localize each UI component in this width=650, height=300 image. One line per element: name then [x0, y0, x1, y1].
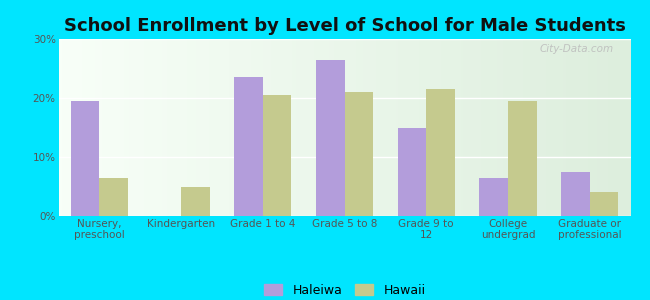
Bar [99, 178, 128, 216]
Text: City-Data.com: City-Data.com [540, 44, 614, 54]
Bar [426, 89, 455, 216]
Bar [561, 172, 590, 216]
Bar [234, 77, 263, 216]
Legend: Haleiwa, Hawaii: Haleiwa, Hawaii [259, 279, 430, 300]
Bar [316, 60, 344, 216]
Title: School Enrollment by Level of School for Male Students: School Enrollment by Level of School for… [64, 17, 625, 35]
Bar [71, 101, 99, 216]
Bar [479, 178, 508, 216]
Bar [398, 128, 426, 216]
Bar [263, 95, 291, 216]
Bar [508, 101, 536, 216]
Bar [344, 92, 373, 216]
Bar [590, 192, 618, 216]
Bar [181, 187, 210, 216]
